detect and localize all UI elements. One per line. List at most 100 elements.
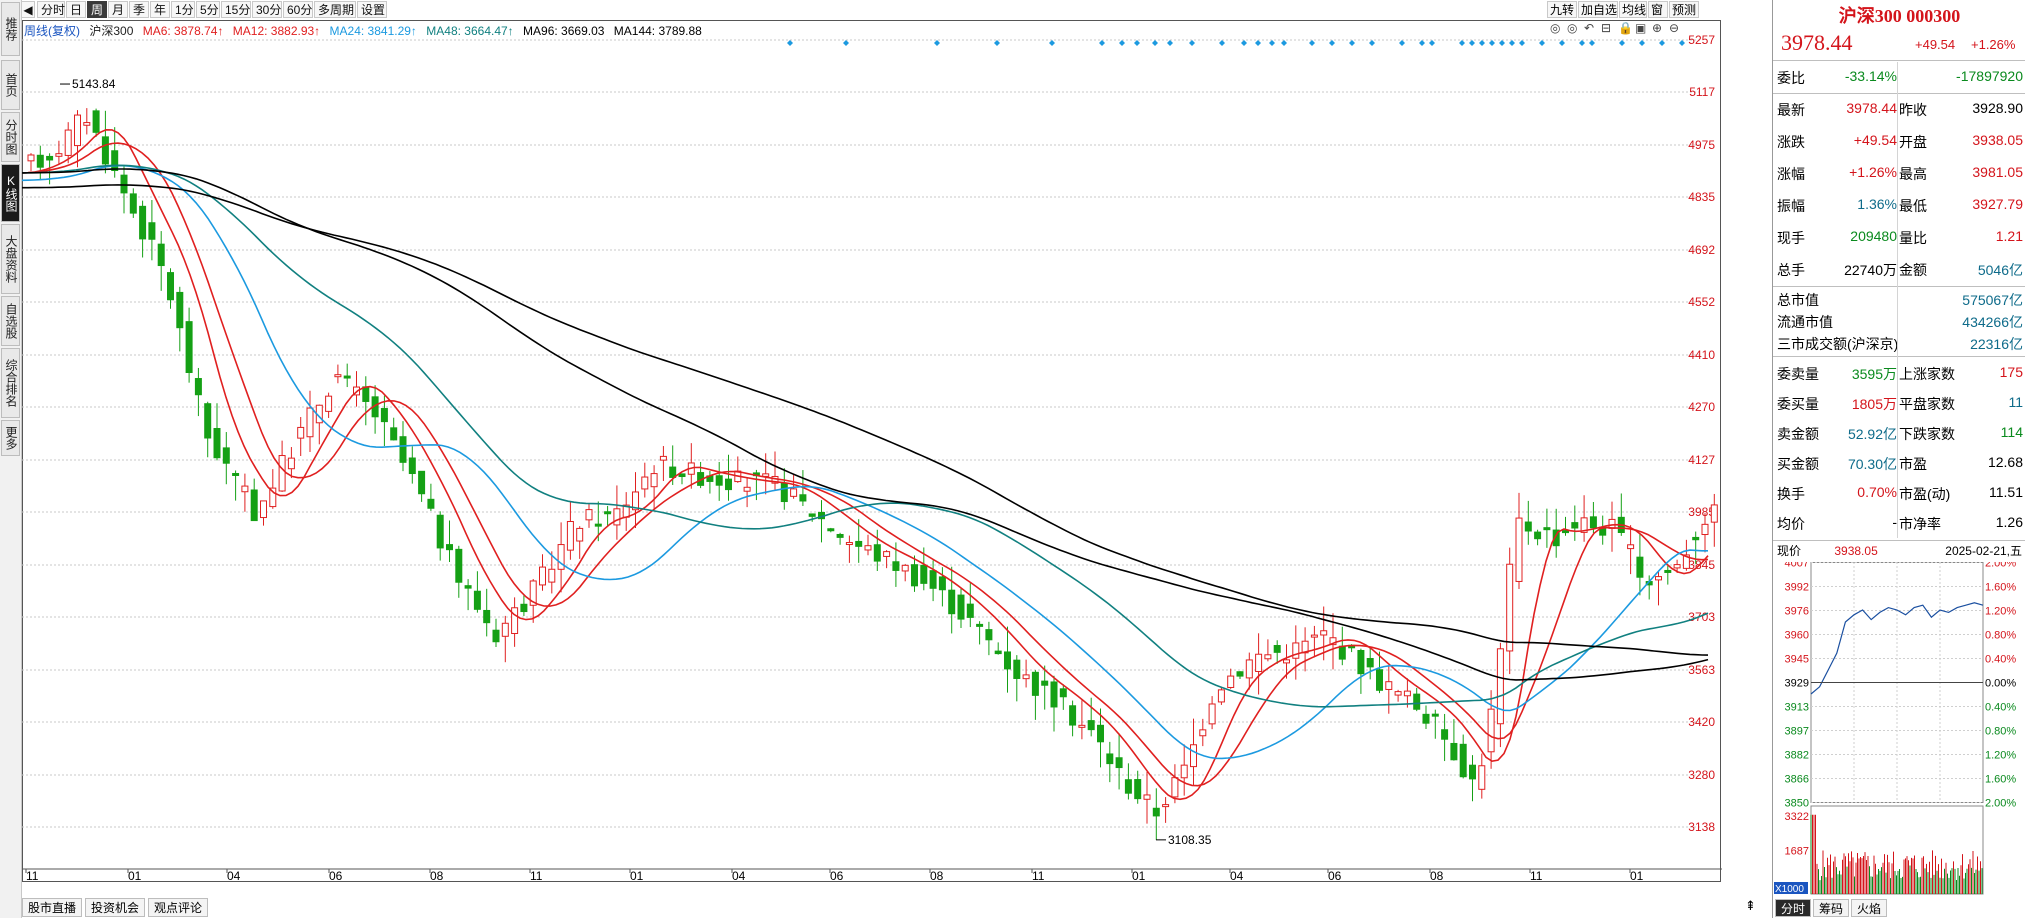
mini-left-tick: 3882: [1785, 750, 1809, 762]
signal-diamond: [1679, 40, 1685, 46]
tool-btn-1[interactable]: 加自选: [1578, 1, 1618, 18]
candle-body: [948, 589, 956, 615]
tool-btn-3[interactable]: 窗: [1648, 1, 1668, 18]
period-btn-5[interactable]: 年: [150, 1, 170, 18]
panel-tab-0[interactable]: 分时: [1775, 899, 1811, 917]
candle: [157, 231, 165, 291]
chart-tool-icon-2[interactable]: ↶: [1584, 21, 1594, 35]
ma96-line: [21, 168, 1709, 681]
sidebar-tab-3[interactable]: K线图: [1, 164, 20, 222]
y-tick-11: 3703: [1688, 610, 1715, 624]
chart-tool-icon-4[interactable]: 🔒: [1618, 21, 1633, 35]
chart-tool-icon-7[interactable]: ⊖: [1669, 21, 1679, 35]
candle: [1050, 675, 1058, 732]
panel-change-pct: +1.26%: [1971, 37, 2016, 52]
chart-tool-icon-6[interactable]: ⊕: [1652, 21, 1662, 35]
sidebar-tab-5[interactable]: 自选股: [1, 296, 20, 346]
candle-body: [585, 509, 593, 521]
market-row-value: 434266亿: [1962, 314, 2023, 330]
mini-right-tick: 1.20%: [1985, 750, 2016, 762]
chart-tool-icon-1[interactable]: ◎: [1567, 21, 1577, 35]
period-btn-1[interactable]: 日: [66, 1, 86, 18]
left-sidebar: 推荐 首页分时图 K线图大盘资料自选股综合排名更多: [0, 0, 22, 918]
signal-diamond: [1099, 40, 1105, 46]
candle-body: [1115, 757, 1123, 769]
panel-tab-2[interactable]: 火焰: [1851, 899, 1887, 917]
period-btn-12[interactable]: 设置: [357, 1, 387, 18]
candle-body: [799, 494, 807, 502]
sidebar-tab-6[interactable]: 综合排名: [1, 348, 20, 418]
order-row-value: 1805万: [1851, 396, 1897, 412]
order-row-value2: 12.68: [1987, 454, 2023, 470]
signal-diamond: [1152, 40, 1158, 46]
quote-row-label2: 开盘: [1899, 134, 1927, 150]
sidebar-tab-4[interactable]: 大盘资料: [1, 224, 20, 294]
chart-tool-icon-5[interactable]: ▣: [1635, 21, 1646, 35]
period-btn-7[interactable]: 5分: [196, 1, 220, 18]
candle: [1292, 625, 1300, 680]
chart-tool-icon-3[interactable]: ⊟: [1601, 21, 1611, 35]
tool-btn-2[interactable]: 均线: [1619, 1, 1647, 18]
candle-body: [827, 528, 835, 532]
period-btn-9[interactable]: 30分: [252, 1, 282, 18]
candle: [864, 534, 872, 556]
panel-tab-1[interactable]: 筹码: [1813, 899, 1849, 917]
sidebar-tab-7[interactable]: 更多: [1, 420, 20, 456]
chart-tool-icon-0[interactable]: ◎: [1550, 21, 1560, 35]
x-tick-5: 11: [530, 869, 543, 882]
tab-comments[interactable]: 观点评论: [148, 898, 209, 917]
period-btn-10[interactable]: 60分: [283, 1, 313, 18]
signal-diamond: [1479, 40, 1485, 46]
period-btn-11[interactable]: 多周期: [314, 1, 356, 18]
candle: [1097, 708, 1104, 768]
tab-live[interactable]: 股市直播: [22, 898, 83, 917]
mini-left-tick: 3913: [1785, 702, 1809, 714]
candle: [1004, 626, 1011, 693]
quote-row-value: -33.14%: [1844, 68, 1897, 84]
candle: [1106, 741, 1114, 783]
candle: [1478, 753, 1486, 799]
candle-body: [1366, 658, 1374, 668]
candle: [1022, 659, 1030, 688]
mini-intraday-chart[interactable]: 4007 2.00% 3992 1.60% 3976 1.20% 3960 0.80% 3945…: [1773, 562, 2025, 896]
candle: [1710, 493, 1718, 547]
candle-body: [1190, 744, 1197, 768]
vol-tick-1: 1687: [1785, 845, 1809, 857]
candle: [1682, 539, 1690, 571]
candle: [1357, 648, 1365, 694]
period-btn-0[interactable]: 分时: [37, 1, 65, 18]
candle-body: [1124, 779, 1132, 794]
candle-body: [1496, 648, 1504, 725]
candle: [808, 513, 816, 522]
period-btn-6[interactable]: 1分: [171, 1, 195, 18]
tab-opportunity[interactable]: 投资机会: [85, 898, 146, 917]
candle: [1376, 651, 1383, 694]
candle: [325, 392, 333, 418]
candle: [1078, 700, 1086, 740]
mini-left-tick: 4007: [1785, 562, 1809, 570]
candle: [1320, 606, 1328, 661]
period-btn-4[interactable]: 季: [129, 1, 149, 18]
candle-body: [483, 609, 491, 624]
kline-chart[interactable]: 5257 5117 4975 4835 4692 4552 4410 4270 4127 3985…: [21, 20, 1722, 883]
sidebar-tab-2[interactable]: 分时图: [1, 112, 20, 162]
candle: [297, 417, 305, 457]
tool-btn-0[interactable]: 九转: [1547, 1, 1577, 18]
period-btn-8[interactable]: 15分: [221, 1, 251, 18]
candle-body: [55, 153, 63, 157]
period-btn-2[interactable]: 周: [87, 1, 107, 18]
candle-body: [1143, 794, 1151, 800]
panel-column-divider: [1897, 62, 1898, 538]
candle: [455, 545, 463, 598]
period-btn-3[interactable]: 月: [108, 1, 128, 18]
candle: [1059, 684, 1067, 710]
candle: [1208, 696, 1216, 730]
tool-btn-4[interactable]: 预测: [1669, 1, 1699, 18]
candle: [1469, 755, 1476, 802]
mode-label[interactable]: 周线(复权): [24, 24, 80, 38]
back-arrow-icon[interactable]: ◀: [21, 1, 35, 18]
sidebar-tab-1[interactable]: 首页: [1, 60, 20, 110]
scroll-top-icon[interactable]: ⇞: [1745, 898, 1756, 913]
sidebar-tab-0[interactable]: 推荐: [1, 2, 20, 56]
candle: [1636, 533, 1644, 596]
